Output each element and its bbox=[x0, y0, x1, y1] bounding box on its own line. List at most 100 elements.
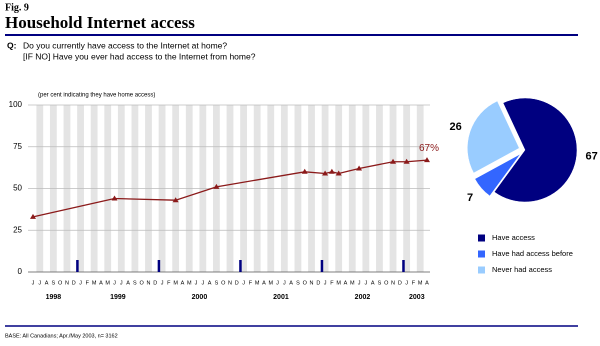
data-point bbox=[328, 168, 335, 174]
x-tick-label: A bbox=[45, 280, 49, 286]
question-label: Q: bbox=[7, 40, 17, 50]
year-marker bbox=[157, 260, 161, 272]
x-tick-label: A bbox=[289, 280, 293, 286]
chart-subtitle: (per cent indicating they have home acce… bbox=[38, 93, 155, 99]
x-tick-label: D bbox=[235, 280, 239, 286]
x-tick-label: M bbox=[105, 280, 110, 286]
data-point bbox=[424, 157, 430, 163]
legend-swatch bbox=[478, 250, 485, 258]
x-tick-label: D bbox=[398, 280, 402, 286]
slice-label: 26 bbox=[450, 121, 462, 133]
data-point bbox=[213, 183, 220, 189]
year-label: 1998 bbox=[46, 294, 62, 301]
y-tick-label: 75 bbox=[13, 142, 22, 151]
data-point bbox=[390, 158, 397, 164]
question-line: Do you currently have access to the Inte… bbox=[23, 40, 227, 50]
y-tick-label: 25 bbox=[13, 225, 22, 234]
x-tick-label: M bbox=[350, 280, 355, 286]
y-tick-label: 50 bbox=[13, 184, 22, 193]
x-tick-label: J bbox=[276, 280, 279, 286]
pie-slice bbox=[474, 153, 521, 197]
x-tick-label: J bbox=[201, 280, 204, 286]
x-tick-label: J bbox=[364, 280, 367, 286]
data-point bbox=[403, 158, 410, 164]
x-tick-label: S bbox=[133, 280, 137, 286]
x-tick-label: A bbox=[126, 280, 130, 286]
year-marker bbox=[402, 260, 405, 272]
x-tick-label: J bbox=[161, 280, 164, 286]
x-tick-label: O bbox=[384, 280, 389, 286]
x-tick-label: A bbox=[344, 280, 348, 286]
x-tick-label: J bbox=[120, 280, 123, 286]
x-tick-label: D bbox=[72, 280, 76, 286]
x-tick-label: M bbox=[336, 280, 341, 286]
year-marker bbox=[76, 260, 79, 272]
x-tick-label: N bbox=[391, 280, 395, 286]
y-tick-label: 0 bbox=[18, 267, 23, 276]
x-tick-label: J bbox=[283, 280, 286, 286]
x-tick-label: J bbox=[358, 280, 361, 286]
data-point bbox=[172, 197, 179, 203]
y-tick-label: 100 bbox=[9, 100, 23, 109]
legend-label: Never had access bbox=[492, 265, 552, 274]
data-point bbox=[111, 195, 118, 201]
x-tick-label: M bbox=[187, 280, 192, 286]
x-tick-label: O bbox=[221, 280, 226, 286]
x-tick-label: O bbox=[303, 280, 308, 286]
value-label: 67% bbox=[419, 143, 439, 154]
x-tick-label: D bbox=[153, 280, 157, 286]
x-tick-label: S bbox=[52, 280, 56, 286]
legend-label: Have had access before bbox=[492, 249, 573, 258]
data-point bbox=[356, 165, 363, 171]
year-label: 2003 bbox=[409, 294, 425, 301]
data-point bbox=[335, 170, 342, 176]
data-point bbox=[301, 168, 308, 174]
x-tick-label: J bbox=[242, 280, 245, 286]
x-tick-label: A bbox=[99, 280, 103, 286]
x-tick-label: F bbox=[330, 280, 334, 286]
x-tick-label: F bbox=[412, 280, 416, 286]
x-tick-label: J bbox=[195, 280, 198, 286]
base-note: BASE: All Canadians; Apr./May 2003, n= 3… bbox=[5, 333, 118, 339]
x-tick-label: N bbox=[65, 280, 69, 286]
data-line bbox=[32, 159, 428, 218]
x-tick-label: D bbox=[316, 280, 320, 286]
data-point bbox=[30, 213, 36, 219]
x-tick-label: J bbox=[113, 280, 116, 286]
legend-swatch bbox=[478, 266, 485, 274]
pie-slice bbox=[467, 100, 520, 174]
x-tick-label: S bbox=[215, 280, 219, 286]
year-marker bbox=[320, 260, 324, 272]
x-tick-label: A bbox=[262, 280, 266, 286]
year-marker bbox=[239, 260, 242, 272]
legend-label: Have access bbox=[492, 233, 535, 242]
x-tick-label: N bbox=[228, 280, 232, 286]
legend-swatch bbox=[478, 234, 485, 242]
x-tick-label: S bbox=[296, 280, 300, 286]
figure-label: Fig. 9 bbox=[5, 2, 29, 13]
x-tick-label: N bbox=[146, 280, 150, 286]
x-tick-label: F bbox=[86, 280, 90, 286]
year-label: 1999 bbox=[110, 294, 126, 301]
x-tick-label: M bbox=[268, 280, 273, 286]
x-tick-label: J bbox=[324, 280, 327, 286]
question-line: [IF NO] Have you ever had access to the … bbox=[23, 51, 256, 61]
year-label: 2000 bbox=[192, 294, 208, 301]
x-tick-label: A bbox=[208, 280, 212, 286]
x-tick-label: F bbox=[249, 280, 253, 286]
x-tick-label: A bbox=[371, 280, 375, 286]
slice-label: 7 bbox=[467, 192, 473, 204]
x-tick-label: A bbox=[425, 280, 429, 286]
x-tick-label: J bbox=[405, 280, 408, 286]
slice-label: 67 bbox=[586, 150, 598, 162]
x-tick-label: S bbox=[378, 280, 382, 286]
x-tick-label: J bbox=[32, 280, 35, 286]
x-tick-label: M bbox=[173, 280, 178, 286]
x-tick-label: F bbox=[167, 280, 171, 286]
x-tick-label: A bbox=[181, 280, 185, 286]
year-label: 2001 bbox=[273, 294, 289, 301]
x-tick-label: O bbox=[58, 280, 63, 286]
x-tick-label: M bbox=[255, 280, 260, 286]
pie-slice bbox=[493, 97, 578, 203]
